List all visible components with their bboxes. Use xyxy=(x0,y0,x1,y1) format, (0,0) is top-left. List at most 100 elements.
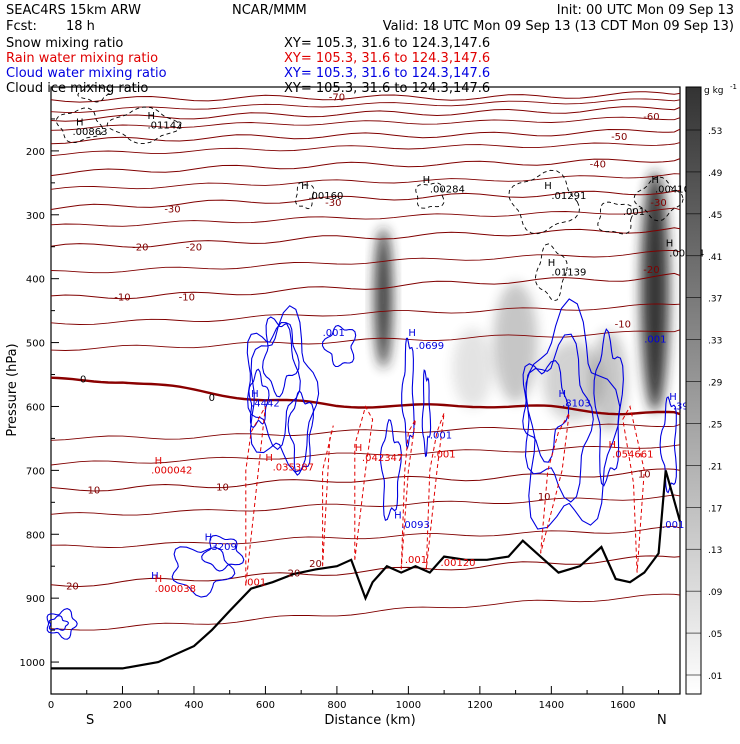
mixing-ratio-label: .01139 xyxy=(551,267,586,278)
temperature-contours xyxy=(50,91,681,631)
colorbar-level-label: .21 xyxy=(708,462,722,472)
mixing-ratio-label: .00410 xyxy=(655,184,690,195)
cloud-water-contour-2 xyxy=(249,305,320,473)
temperature-label: -70 xyxy=(329,93,345,104)
temperature-contour-minor-6 xyxy=(50,303,681,325)
field-xy-cloud-water: XY= 105.3, 31.6 to 124.3,147.6 xyxy=(284,66,490,81)
temperature-contour-minor-9 xyxy=(50,444,681,466)
mixing-ratio-label: .8103 xyxy=(562,398,591,409)
temperature-label: -20 xyxy=(186,243,202,254)
y-tick-label: 1000 xyxy=(20,658,45,669)
cloud-water-contour-14 xyxy=(46,608,78,640)
snow-shade-0 xyxy=(374,227,393,368)
field-rain: Rain water mixing ratio xyxy=(6,51,158,66)
colorbar-unit-exp: -1 xyxy=(730,83,737,91)
rain-water-contours xyxy=(245,405,645,586)
rain-water-contour-0 xyxy=(245,406,266,586)
mixing-ratio-label: .00160 xyxy=(308,191,343,202)
x-end-right: N xyxy=(657,713,667,728)
y-tick-label: 200 xyxy=(26,147,45,158)
mixing-ratio-label: H xyxy=(151,571,159,582)
colorbar-gradient xyxy=(685,86,702,695)
temperature-label: -10 xyxy=(615,319,631,330)
mixing-ratio-label: .01291 xyxy=(551,191,586,202)
temperature-contour--10 xyxy=(50,272,681,300)
field-snow: Snow mixing ratio xyxy=(6,36,123,51)
mixing-ratio-label: H xyxy=(609,440,617,451)
colorbar-level-label: .25 xyxy=(708,420,722,430)
x-tick-label: 0 xyxy=(48,700,54,711)
mixing-ratio-label: .001 xyxy=(662,520,684,531)
x-axis-label: Distance (km) xyxy=(324,713,415,728)
temperature-label: -20 xyxy=(132,243,148,254)
temperature-contour--50 xyxy=(50,128,681,145)
cloud-water-contour-8 xyxy=(524,333,594,503)
colorbar-level-label: .01 xyxy=(708,672,722,682)
mixing-ratio-label: .001 xyxy=(623,207,645,218)
temperature-label: -20 xyxy=(643,265,659,276)
colorbar-unit: g kg xyxy=(704,86,724,96)
temperature-contour-minor-5 xyxy=(50,250,681,274)
cloud-ice-contour-8 xyxy=(597,201,634,235)
mixing-ratio-label: H xyxy=(669,392,677,403)
rain-water-contour-3 xyxy=(400,419,416,570)
colorbar-level-label: .17 xyxy=(708,504,722,514)
valid-time: Valid: 18 UTC Mon 09 Sep 13 (13 CDT Mon … xyxy=(383,19,734,34)
cloud-water-contour-13 xyxy=(171,546,236,598)
temperature-label: 10 xyxy=(88,486,101,497)
cloud-water-contour-17 xyxy=(321,324,357,368)
y-tick-label: 700 xyxy=(26,466,45,477)
axes: 0 200 400 600 800 1000 1200 1400 160020030040050… xyxy=(20,118,660,711)
cloud-ice-contour-0 xyxy=(55,107,104,144)
rain-water-contour-6 xyxy=(622,405,645,573)
mixing-ratio-label: .00120 xyxy=(441,558,476,569)
colorbar-level-label: .33 xyxy=(708,337,722,347)
mixing-ratio-label: H xyxy=(251,389,259,400)
temperature-label: -60 xyxy=(643,112,659,123)
temperature-label: 10 xyxy=(538,492,551,503)
mixing-ratio-label: H xyxy=(205,533,213,544)
temperature-contour--20 xyxy=(50,227,681,248)
temperature-label: -10 xyxy=(114,293,130,304)
field-xy-cloud-ice: XY= 105.3, 31.6 to 124.3,147.6 xyxy=(284,81,490,96)
cloud-water-contour-5 xyxy=(401,337,415,450)
mixing-ratio-label: .001 xyxy=(430,430,452,441)
field-xy-snow: XY= 105.3, 31.6 to 124.3,147.6 xyxy=(284,36,490,51)
temperature-contour--40 xyxy=(50,158,681,177)
mixing-ratio-label: .042347 xyxy=(362,453,403,464)
rain-water-contour-1 xyxy=(322,425,334,567)
cloud-ice-contour-7 xyxy=(535,243,568,302)
cloud-water-contour-0 xyxy=(262,316,300,398)
x-tick-label: 200 xyxy=(113,700,132,711)
mixing-ratio-label: .0093 xyxy=(401,520,430,531)
cloud-water-contour-4 xyxy=(287,390,314,476)
field-xy-rain: XY= 105.3, 31.6 to 124.3,147.6 xyxy=(284,51,490,66)
cloud-water-contours xyxy=(46,298,677,640)
cloud-water-contour-3 xyxy=(248,368,270,429)
colorbar: g kg -1 .01 .05 .09 .13 .17 .21 .25 .29 .33 .37 .4… xyxy=(685,83,737,695)
temperature-contour-minor-8 xyxy=(50,423,681,441)
temperature-contour-20 xyxy=(50,555,681,588)
mixing-ratio-label: .000042 xyxy=(151,466,192,477)
mixing-ratio-label: H xyxy=(548,258,556,269)
cloud-ice-contour-4 xyxy=(415,182,445,209)
temperature-label: -30 xyxy=(325,198,341,209)
mixing-ratio-label: .00863 xyxy=(72,127,107,138)
temperature-label: 20 xyxy=(288,569,301,580)
mixing-ratio-label: .001 xyxy=(433,450,455,461)
plot-frame xyxy=(50,86,681,695)
x-tick-label: 1000 xyxy=(396,700,421,711)
snow-shade-2 xyxy=(493,282,538,403)
temperature-label: -40 xyxy=(590,160,606,171)
mixing-ratio-label: H xyxy=(558,389,566,400)
mixing-ratio-label: .01142 xyxy=(147,121,182,132)
cloud-ice-contour-6 xyxy=(633,176,684,222)
temperature-label: 20 xyxy=(66,581,79,592)
cloud-water-contour-9 xyxy=(525,298,621,530)
colorbar-level-label: .49 xyxy=(708,169,723,179)
rain-water-contour-5 xyxy=(540,412,570,554)
mixing-ratio-label: .0699 xyxy=(416,341,445,352)
